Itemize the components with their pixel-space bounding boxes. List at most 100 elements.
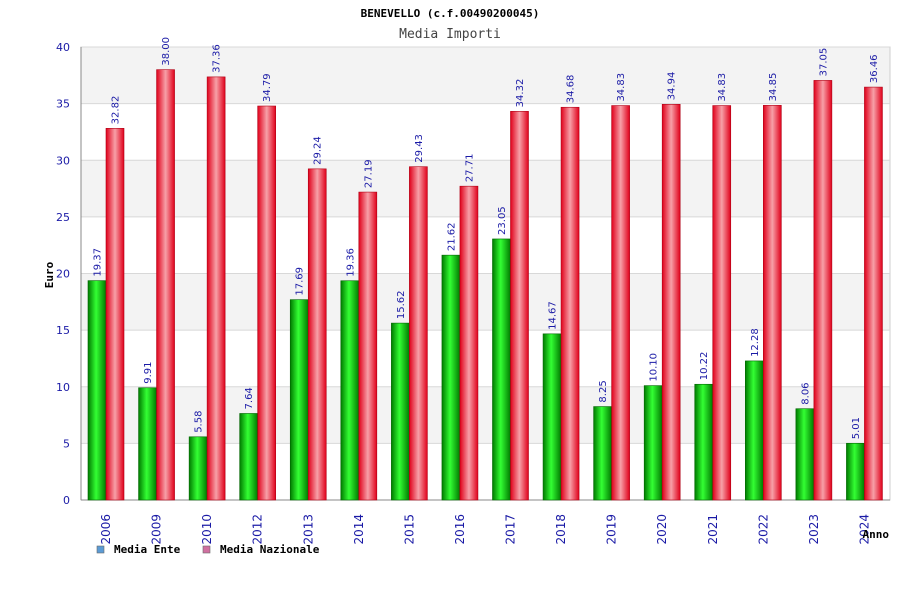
x-tick-label: 2009: [150, 514, 164, 545]
data-label: 10.22: [699, 352, 710, 381]
y-tick-label: 5: [63, 437, 70, 450]
data-label: 27.19: [363, 159, 374, 188]
bar-media-ente: [492, 238, 511, 501]
data-label: 34.79: [262, 73, 273, 102]
data-label: 14.67: [548, 301, 559, 330]
bar-media-nazionale: [611, 105, 630, 501]
legend-swatch-media-ente: [96, 545, 105, 554]
data-label: 9.91: [143, 362, 154, 384]
data-labels: 19.37 32.82 9.91 38.00 5.58 37.36 7.64 34.79 17.…: [93, 37, 880, 439]
bar-media-ente: [289, 299, 309, 501]
data-label: 34.32: [515, 79, 526, 108]
x-tick-label: 2018: [554, 514, 568, 545]
data-label: 10.10: [649, 353, 660, 382]
data-label: 32.82: [111, 96, 122, 125]
y-axis-label: Euro: [43, 261, 56, 288]
bar-media-nazionale: [257, 105, 276, 501]
bars: [87, 69, 883, 501]
y-tick-label: 20: [56, 268, 70, 281]
data-label: 8.25: [598, 380, 609, 402]
y-tick-label: 15: [56, 324, 70, 337]
bar-media-nazionale: [813, 80, 833, 501]
x-tick-label: 2023: [807, 514, 821, 545]
data-label: 17.69: [295, 267, 306, 296]
data-label: 37.05: [818, 48, 829, 77]
x-tick-label: 2022: [756, 514, 770, 545]
x-tick-label: 2015: [402, 514, 416, 545]
data-label: 29.24: [313, 136, 324, 165]
bar-media-nazionale: [560, 106, 580, 501]
bar-media-ente: [87, 280, 107, 501]
bar-media-nazionale: [459, 185, 479, 501]
bar-media-nazionale: [156, 69, 175, 501]
bar-media-ente: [188, 436, 208, 501]
legend-label-media-ente: Media Ente: [114, 543, 181, 556]
chart-subtitle: Media Importi: [399, 27, 501, 42]
bar-media-ente: [391, 322, 410, 501]
x-axis-label: Anno: [863, 528, 890, 541]
data-label: 7.64: [244, 387, 255, 409]
x-tick-label: 2013: [301, 514, 315, 545]
bar-media-nazionale: [409, 166, 428, 501]
data-label: 38.00: [161, 37, 172, 66]
data-label: 15.62: [396, 290, 407, 319]
data-label: 8.06: [800, 382, 811, 404]
data-label: 19.36: [345, 248, 356, 277]
chart-title: BENEVELLO (c.f.00490200045): [361, 7, 540, 20]
x-tick-label: 2010: [200, 514, 214, 545]
data-label: 5.58: [194, 411, 205, 433]
data-label: 12.28: [750, 328, 761, 357]
bar-media-nazionale: [206, 76, 226, 501]
x-tick-label: 2024: [857, 514, 871, 545]
y-axis-ticks: 0 5 10 15 20 25 30 35 40: [56, 41, 70, 507]
bar-media-ente: [643, 385, 663, 501]
data-label: 21.62: [446, 223, 457, 252]
bar-media-ente: [846, 442, 865, 501]
bar-media-ente: [340, 280, 360, 501]
bar-media-nazionale: [661, 104, 681, 501]
data-label: 34.83: [616, 73, 627, 102]
data-label: 34.85: [768, 73, 779, 102]
bar-media-ente: [694, 383, 714, 501]
bar-media-ente: [745, 360, 764, 501]
y-tick-label: 25: [56, 211, 70, 224]
x-tick-label: 2006: [99, 514, 113, 545]
bar-media-nazionale: [307, 168, 327, 501]
data-label: 5.01: [851, 417, 862, 439]
data-label: 27.71: [464, 154, 475, 183]
bar-media-ente: [593, 406, 612, 501]
bar-media-nazionale: [763, 105, 782, 501]
bar-media-nazionale: [358, 191, 378, 501]
y-tick-label: 30: [56, 154, 70, 167]
x-tick-label: 2019: [605, 514, 619, 545]
x-axis-ticks: 2006 2009 2010 2012 2013 2014 2015 2016 2017 2018…: [99, 514, 871, 545]
legend-label-media-nazionale: Media Nazionale: [220, 543, 320, 556]
bar-media-ente: [239, 413, 258, 501]
bar-media-nazionale: [510, 111, 529, 501]
data-label: 23.05: [497, 206, 508, 235]
bar-media-ente: [542, 333, 562, 501]
bar-media-ente: [138, 387, 157, 501]
y-tick-label: 35: [56, 98, 70, 111]
legend-swatch-media-nazionale: [202, 545, 211, 554]
data-label: 34.83: [717, 73, 728, 102]
y-tick-label: 10: [56, 381, 70, 394]
data-label: 36.46: [869, 54, 880, 83]
legend: Media Ente Media Nazionale: [96, 543, 320, 556]
x-tick-label: 2021: [706, 514, 720, 545]
data-label: 29.43: [414, 134, 425, 163]
data-label: 19.37: [93, 248, 104, 277]
x-tick-label: 2012: [251, 514, 265, 545]
data-label: 34.94: [667, 72, 678, 101]
bar-media-nazionale: [105, 128, 125, 501]
y-tick-label: 0: [63, 494, 70, 507]
bar-media-ente: [795, 408, 815, 501]
y-tick-label: 40: [56, 41, 70, 54]
x-tick-label: 2016: [453, 514, 467, 545]
x-tick-label: 2017: [504, 514, 518, 545]
bar-media-nazionale: [712, 105, 732, 501]
x-tick-label: 2014: [352, 514, 366, 545]
bar-media-nazionale: [864, 86, 883, 501]
data-label: 34.68: [566, 75, 577, 104]
